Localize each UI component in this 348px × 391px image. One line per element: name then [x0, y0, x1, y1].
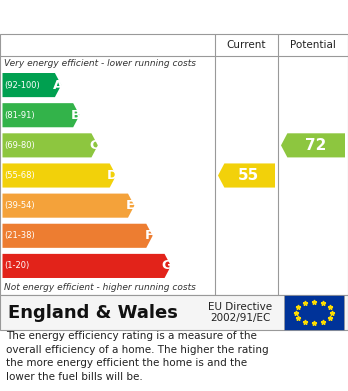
Text: (1-20): (1-20): [5, 262, 30, 271]
Text: (55-68): (55-68): [5, 171, 35, 180]
Text: Not energy efficient - higher running costs: Not energy efficient - higher running co…: [4, 283, 196, 292]
Text: D: D: [107, 169, 118, 182]
Text: (81-91): (81-91): [5, 111, 35, 120]
Text: C: C: [89, 139, 99, 152]
Text: Current: Current: [227, 40, 266, 50]
Polygon shape: [2, 103, 80, 127]
Text: F: F: [144, 229, 153, 242]
Text: The energy efficiency rating is a measure of the
overall efficiency of a home. T: The energy efficiency rating is a measur…: [6, 331, 269, 382]
Polygon shape: [2, 163, 116, 188]
Text: Potential: Potential: [290, 40, 336, 50]
Text: G: G: [162, 260, 173, 273]
Text: (92-100): (92-100): [5, 81, 40, 90]
Polygon shape: [2, 254, 171, 278]
Polygon shape: [2, 73, 61, 97]
Polygon shape: [2, 194, 134, 218]
Text: (21-38): (21-38): [5, 231, 35, 240]
Polygon shape: [218, 163, 275, 188]
Text: EU Directive
2002/91/EC: EU Directive 2002/91/EC: [208, 302, 272, 323]
Polygon shape: [2, 224, 153, 248]
Text: Very energy efficient - lower running costs: Very energy efficient - lower running co…: [4, 59, 196, 68]
Polygon shape: [2, 133, 98, 158]
Text: England & Wales: England & Wales: [8, 303, 178, 321]
Text: Energy Efficiency Rating: Energy Efficiency Rating: [8, 9, 218, 25]
Text: 55: 55: [238, 168, 260, 183]
Text: 72: 72: [304, 138, 326, 153]
Polygon shape: [281, 133, 345, 158]
Text: (39-54): (39-54): [5, 201, 35, 210]
Text: B: B: [71, 109, 81, 122]
Text: (69-80): (69-80): [5, 141, 35, 150]
Text: E: E: [126, 199, 135, 212]
Text: A: A: [53, 79, 63, 91]
